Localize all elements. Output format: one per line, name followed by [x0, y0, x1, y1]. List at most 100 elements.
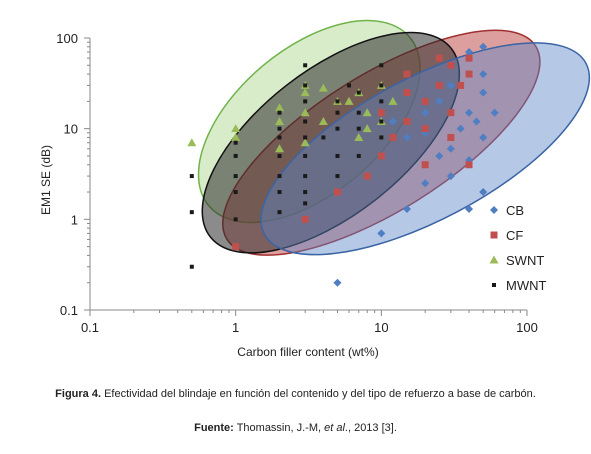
point-mwnt [303, 99, 308, 104]
point-cb [479, 188, 488, 197]
x-tick-label: 1 [232, 320, 239, 335]
point-cb [465, 48, 474, 57]
point-mwnt [379, 63, 384, 68]
series-ellipses [197, 19, 591, 256]
point-cf [301, 215, 309, 223]
point-mwnt [277, 126, 282, 131]
point-mwnt [233, 174, 238, 179]
point-cb [435, 151, 444, 160]
point-cb [479, 88, 488, 97]
point-swnt [231, 124, 241, 133]
point-swnt [318, 116, 328, 125]
point-mwnt [379, 99, 384, 104]
figure-label: Figura 4. [55, 388, 102, 400]
shielding-scatter-chart: 0.1 1 10 100 0.1 1 10 100 CB CF SWNT MWNT Carbon f… [39, 19, 591, 359]
point-mwnt [303, 201, 308, 206]
point-mwnt [189, 174, 194, 179]
point-cb [479, 133, 488, 142]
point-mwnt [335, 110, 340, 115]
point-mwnt [277, 210, 282, 215]
point-cf [435, 81, 443, 89]
point-mwnt [379, 119, 384, 124]
point-cf [363, 172, 371, 180]
point-mwnt [277, 190, 282, 195]
legend-marker-cb [490, 206, 498, 214]
point-swnt [275, 116, 285, 125]
point-cf [465, 70, 473, 78]
point-mwnt [356, 153, 361, 158]
point-cb [479, 42, 488, 51]
point-swnt [354, 132, 364, 141]
point-cb [421, 108, 430, 117]
point-mwnt [335, 153, 340, 158]
point-mwnt [356, 90, 361, 95]
point-cf [447, 61, 455, 69]
point-mwnt [335, 99, 340, 104]
point-mwnt [335, 126, 340, 131]
point-cf [232, 243, 240, 251]
point-mwnt [335, 174, 340, 179]
point-mwnt [189, 210, 194, 215]
point-cb [388, 117, 397, 126]
point-cb [446, 172, 455, 181]
data-points [187, 42, 499, 287]
point-swnt [275, 144, 285, 153]
point-swnt [362, 108, 372, 117]
point-mwnt [303, 83, 308, 88]
point-mwnt [277, 174, 282, 179]
point-cf [457, 81, 465, 89]
point-mwnt [303, 174, 308, 179]
point-mwnt [379, 83, 384, 88]
point-cb [402, 205, 411, 214]
y-tick-label: 1 [71, 212, 78, 227]
point-cb [465, 108, 474, 117]
x-tick-label: 0.1 [81, 320, 99, 335]
point-swnt [388, 96, 398, 105]
point-cf [447, 109, 455, 117]
point-mwnt [356, 110, 361, 115]
source-rest: ., 2013 [3]. [344, 422, 397, 434]
point-cb [490, 108, 499, 117]
legend-marker-cf [490, 231, 498, 239]
point-mwnt [233, 153, 238, 158]
point-cb [446, 81, 455, 90]
legend-label-cb: CB [506, 203, 524, 218]
point-mwnt [303, 153, 308, 158]
point-mwnt [356, 126, 361, 131]
point-swnt [187, 138, 197, 147]
point-cf [403, 117, 411, 125]
y-axis-label: EM1 SE (dB) [39, 145, 53, 215]
ellipse-cb [260, 42, 591, 256]
point-cf [447, 133, 455, 141]
x-axis-label: Carbon filler content (wt%) [237, 345, 378, 359]
point-cb [465, 205, 474, 214]
source-label: Fuente: [194, 422, 234, 434]
point-mwnt [303, 119, 308, 124]
point-cf [377, 152, 385, 160]
x-tick-label: 100 [516, 320, 538, 335]
point-mwnt [233, 140, 238, 145]
figure-caption: Figura 4. Efectividad del blindaje en fu… [0, 388, 591, 400]
legend-marker-mwnt [492, 283, 496, 287]
point-swnt [300, 108, 310, 117]
point-mwnt [277, 110, 282, 115]
point-mwnt [321, 135, 326, 140]
source-caption: Fuente: Thomassin, J.-M, et al., 2013 [3… [0, 422, 591, 434]
point-swnt [300, 138, 310, 147]
axes: 0.1 1 10 100 0.1 1 10 100 [56, 31, 538, 335]
point-cf [435, 54, 443, 62]
legend-label-cf: CF [506, 228, 523, 243]
point-mwnt [303, 190, 308, 195]
point-cb [435, 97, 444, 106]
point-cf [389, 133, 397, 141]
point-cf [421, 161, 429, 169]
point-mwnt [347, 83, 352, 88]
point-swnt [231, 132, 241, 141]
point-mwnt [233, 190, 238, 195]
point-cf [465, 54, 473, 62]
point-cb [479, 70, 488, 79]
point-swnt [275, 103, 285, 112]
point-swnt [344, 96, 354, 105]
point-cb [456, 124, 465, 133]
point-cb [402, 133, 411, 142]
